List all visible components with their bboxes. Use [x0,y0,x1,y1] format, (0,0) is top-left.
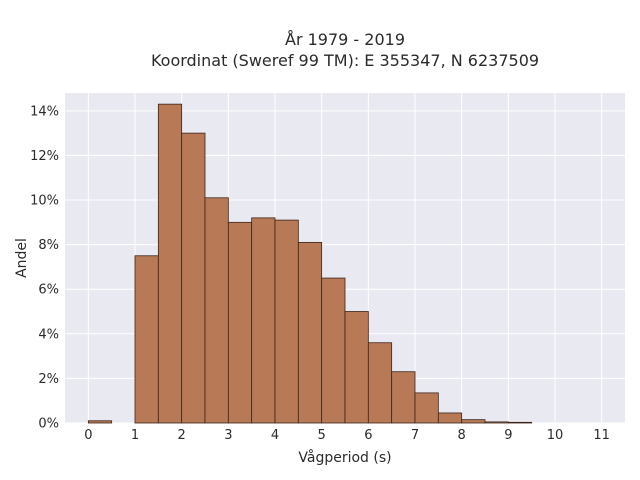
x-tick-label: 3 [224,428,232,443]
bars [87,103,533,424]
histogram-bar [227,221,253,424]
x-tick-label: 10 [547,428,564,443]
x-tick-label: 6 [364,428,372,443]
y-tick-label: 10% [30,194,59,209]
x-axis-ticks: 0 1 2 3 4 5 6 7 8 9 10 11 [84,428,610,443]
x-tick-label: 2 [178,428,186,443]
x-tick-label: 0 [84,428,92,443]
histogram-bar [134,255,159,424]
y-tick-label: 8% [38,238,59,253]
histogram-bar [181,132,206,424]
x-tick-label: 7 [411,428,419,443]
histogram-bar [484,421,509,424]
x-axis-label: Vågperiod (s) [298,449,391,466]
histogram-bar [251,217,276,424]
y-tick-label: 4% [38,327,59,342]
y-axis-label: Andel [14,238,30,278]
y-tick-label: 6% [38,283,59,298]
histogram-bar [461,419,486,424]
x-tick-label: 9 [504,428,512,443]
x-tick-label: 8 [458,428,466,443]
y-tick-label: 14% [30,104,59,119]
y-tick-label: 2% [38,372,59,387]
y-tick-label: 12% [30,149,59,164]
x-tick-label: 5 [318,428,326,443]
y-tick-label: 0% [38,417,59,432]
chart-title-line2: Koordinat (Sweref 99 TM): E 355347, N 62… [151,51,539,70]
histogram-bar [344,311,369,424]
histogram-bar [87,420,113,424]
histogram-bar [437,412,463,424]
histogram-bar [391,371,416,424]
histogram-bar [367,342,393,424]
histogram-bar [321,277,346,424]
x-tick-label: 1 [131,428,139,443]
histogram-bar [274,219,299,424]
histogram-bar [157,103,183,424]
y-axis-ticks: 0% 2% 4% 6% 8% 10% 12% 14% [30,104,59,431]
x-tick-label: 11 [593,428,610,443]
histogram-bar [507,421,533,424]
histogram-bar [414,392,439,424]
chart-title-line1: År 1979 - 2019 [285,30,405,49]
x-tick-label: 4 [271,428,279,443]
histogram-bar [204,197,229,424]
histogram-bar [297,241,323,424]
